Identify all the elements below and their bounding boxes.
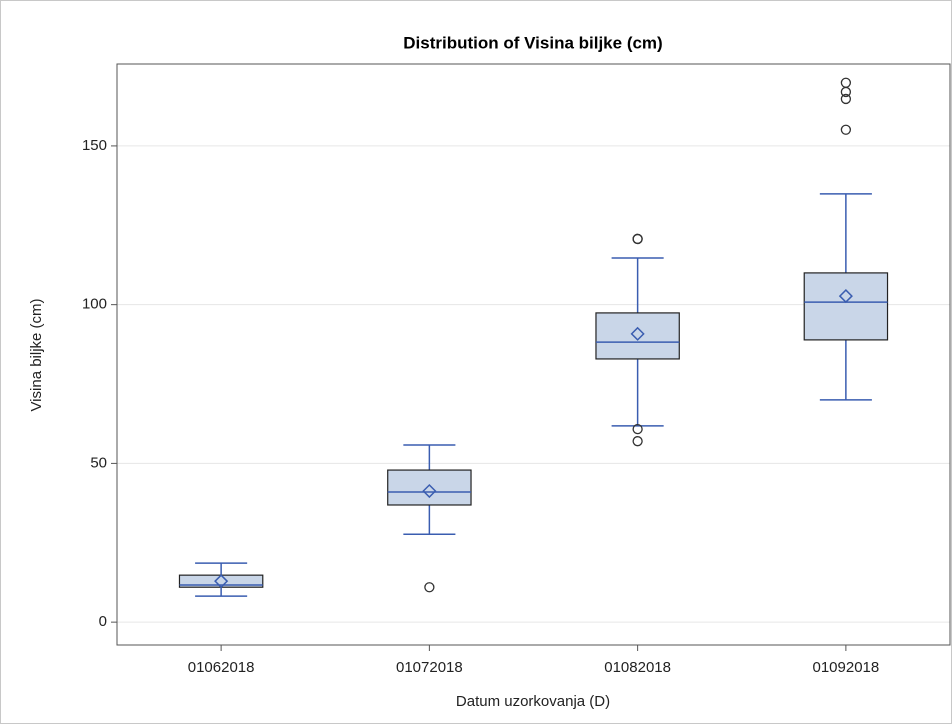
x-tick-label: 01092018: [813, 659, 880, 676]
outlier: [424, 582, 435, 593]
x-tick-label: 01062018: [188, 659, 255, 676]
y-axis-label: Visina biljke (cm): [28, 298, 45, 411]
mean-marker: [214, 574, 229, 589]
outlier: [840, 77, 852, 88]
box: [387, 469, 472, 506]
y-tick-label: 0: [99, 613, 107, 630]
outlier: [840, 93, 852, 105]
outlier: [840, 124, 852, 135]
y-tick-label: 150: [82, 137, 107, 154]
box: [595, 312, 680, 360]
x-tick-label: 01082018: [604, 659, 671, 676]
y-tick-label: 100: [82, 296, 107, 313]
box: [803, 272, 889, 341]
mean-marker: [630, 326, 645, 341]
plot-frame: [116, 63, 951, 646]
chart-title: Distribution of Visina biljke (cm): [403, 33, 662, 52]
outlier: [632, 423, 643, 435]
x-axis-label: Datum uzorkovanja (D): [456, 693, 610, 710]
mean-marker: [422, 483, 437, 499]
x-tick-label: 01072018: [396, 659, 463, 676]
y-tick-label: 50: [90, 454, 107, 471]
mean-marker: [838, 289, 853, 304]
outlier: [632, 233, 643, 245]
outlier: [632, 436, 643, 447]
